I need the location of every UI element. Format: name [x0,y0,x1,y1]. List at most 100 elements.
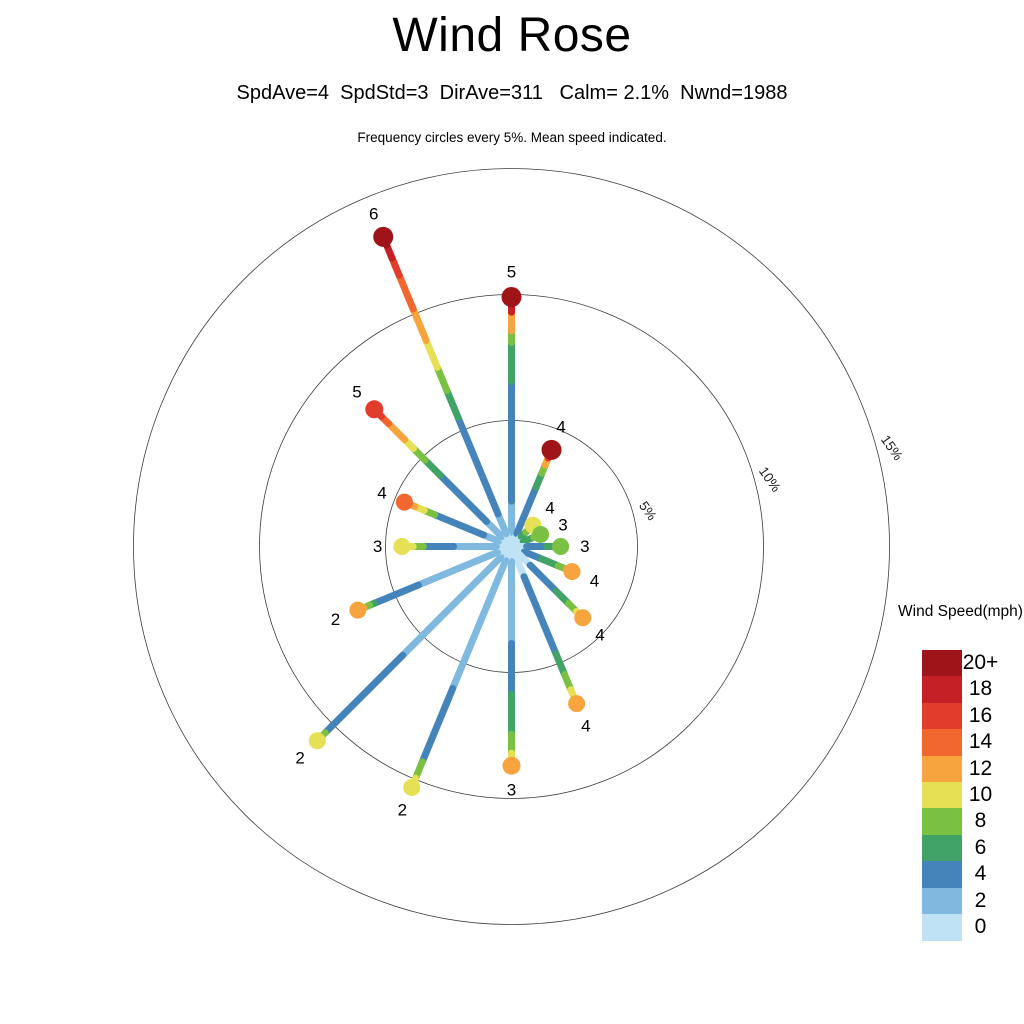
speed-segment-4 [526,561,560,595]
spoke-tip-W [393,538,411,555]
spoke-tip-WNW [395,493,413,511]
mean-speed-label-NW: 5 [352,382,361,401]
speed-segment-4 [370,581,422,607]
spoke-NW: 5 [352,382,515,550]
speed-segment-4 [520,573,560,658]
speed-segment-4 [454,413,502,518]
spoke-tip-NW [365,400,384,419]
speed-segment-4 [436,471,491,526]
legend-swatch [922,755,962,783]
legend-label: 0 [974,915,987,938]
frequency-circle-15 [133,168,890,925]
legend-entry-20+: 20+ [922,650,1024,677]
speed-segment-2 [449,556,510,693]
legend-swatch [922,729,962,756]
legend-entry-10: 10 [922,782,1024,809]
speed-segment-2 [494,510,510,538]
mean-speed-label-NE: 4 [545,498,554,517]
speed-segment-2 [414,548,502,589]
spoke-tip-SSE [568,695,586,713]
speed-segment-12 [385,420,409,444]
legend-entry-12: 12 [922,755,1024,783]
mean-speed-label-SSW: 2 [398,800,407,819]
legend-swatch [922,782,962,809]
speed-segment-6 [552,650,569,679]
legend-swatch [922,702,962,730]
legend-swatch [922,834,962,862]
spoke-tip-SW [308,732,326,750]
frequency-circle-label-10: 10% [756,464,784,495]
spoke-WNW: 4 [377,483,515,550]
legend-label: 2 [974,888,987,912]
spoke-tip-WSW [349,601,367,619]
frequency-circle-label-15: 15% [878,432,906,463]
spoke-tip-SSW [403,778,421,796]
legend-swatch [922,887,962,915]
speed-segment-6 [421,456,444,479]
speed-segment-4 [431,511,488,539]
speed-segment-14 [395,271,417,313]
legend-entry-16: 16 [922,702,1024,730]
legend-label: 8 [974,809,987,833]
legend-label: 14 [968,730,993,754]
mean-speed-label-WNW: 4 [377,483,386,502]
legend-entry-6: 6 [922,834,1024,862]
mean-speed-label-WSW: 2 [331,610,340,629]
legend-swatch [922,914,962,941]
frequency-circle-label-5: 5% [636,499,659,524]
spoke-ESE: 4 [508,543,599,590]
page-title: Wind Rose [392,9,632,62]
mean-speed-label-N: 5 [507,263,516,282]
mean-speed-label-SE: 4 [595,625,604,644]
speed-segment-10 [422,336,441,371]
spoke-SW: 2 [295,543,515,767]
legend-label: 4 [974,862,987,886]
legend-entries: 20+ 18 16 14 12 10 8 6 4 2 0 [922,650,1024,941]
mean-speed-label-S: 3 [507,781,516,800]
spoke-tip-N [501,287,522,308]
spoke-tip-E [552,538,570,555]
legend-swatch [922,808,962,835]
spoke-SSW: 2 [398,543,515,819]
legend-label: 10 [968,783,993,806]
legend-title: Wind Speed(mph) [898,603,1023,620]
legend-entry-8: 8 [922,808,1024,835]
mean-speed-label-ESE: 4 [590,571,599,590]
speed-segment-6 [443,387,462,421]
spoke-tip-NNW [373,226,394,247]
mean-speed-label-NNE: 4 [556,417,565,436]
legend-entry-2: 2 [922,887,1024,915]
mean-speed-label-W: 3 [373,537,382,556]
legend-swatch [922,650,962,677]
mean-speed-label-SW: 2 [295,748,304,767]
legend-label: 16 [968,703,993,727]
speed-segment-4 [418,685,457,766]
spoke-tip-NNE [541,439,562,460]
chart-caption: Frequency circles every 5%. Mean speed i… [357,130,667,145]
legend-entry-18: 18 [922,676,1024,703]
spoke-tip-S [502,756,521,775]
legend-label: 20+ [962,651,999,674]
legend-swatch [922,861,962,888]
mean-speed-label-ENE: 3 [558,516,567,535]
spoke-tip-ESE [563,563,581,581]
legend-label: 18 [968,677,993,701]
spoke-tip-SE [574,609,592,627]
legend-entry-4: 4 [922,861,1024,888]
spoke-N: 5 [501,263,522,550]
legend-entry-0: 0 [922,914,1024,941]
spoke-tip-ENE [532,525,550,543]
speed-segment-2 [483,518,506,541]
speed-segment-4 [321,651,407,737]
mean-speed-label-NNW: 6 [369,204,378,223]
legend-label: 6 [974,835,987,859]
spoke-SE: 4 [508,543,605,644]
speed-segment-12 [409,305,430,344]
speed-segment-4 [513,483,540,538]
legend-entry-14: 14 [922,729,1024,756]
mean-speed-label-E: 3 [580,537,589,556]
spoke-S: 3 [502,543,521,800]
spoke-WSW: 2 [331,543,515,629]
speed-segment-8 [433,363,451,395]
